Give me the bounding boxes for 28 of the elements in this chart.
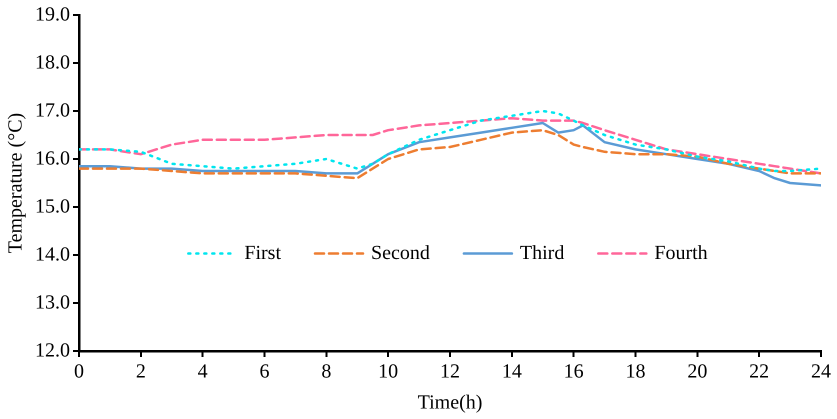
line-series [79, 128, 821, 180]
legend-label: Second [371, 242, 430, 264]
x-tick-label: 10 [378, 360, 398, 382]
x-tick-label: 6 [260, 360, 270, 382]
x-tick-label: 2 [136, 360, 146, 382]
y-tick-label: 16.0 [35, 147, 70, 170]
legend-label: Fourth [654, 242, 708, 264]
y-tick-label: 19.0 [35, 3, 70, 26]
x-tick-label: 12 [440, 360, 460, 382]
x-tick-label: 0 [74, 360, 84, 382]
x-tick-label: 24 [811, 360, 831, 382]
y-tick-label: 12.0 [35, 339, 70, 362]
x-tick-label: 18 [626, 360, 646, 382]
legend-label: Third [520, 242, 564, 264]
y-tick-label: 13.0 [35, 291, 70, 314]
y-tick-label: 17.0 [35, 99, 70, 122]
x-axis-title: Time(h) [418, 391, 482, 414]
x-tick-label: 14 [502, 360, 522, 382]
x-tick-label: 4 [198, 360, 208, 382]
x-tick-label: 22 [749, 360, 770, 382]
y-tick-label: 14.0 [35, 243, 70, 266]
y-axis-title: Temperature (°C) [4, 112, 26, 254]
x-tick-label: 20 [687, 360, 708, 382]
x-tick-label: 8 [321, 360, 332, 382]
legend-label: First [244, 242, 282, 264]
x-tick-label: 16 [564, 360, 584, 382]
y-tick-label: 15.0 [35, 195, 70, 218]
y-tick-label: 18.0 [35, 51, 70, 74]
